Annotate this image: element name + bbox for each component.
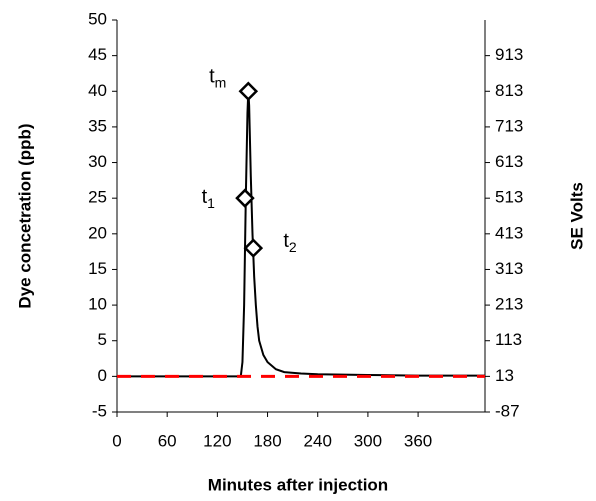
- y2-tick-label: 913: [495, 45, 523, 64]
- x-tick-label: 180: [253, 431, 281, 450]
- y2-tick-label: 813: [495, 81, 523, 100]
- y-tick-label: -5: [92, 401, 107, 420]
- y-tick-label: 10: [88, 295, 107, 314]
- diamond-marker: [243, 238, 264, 258]
- diamond-marker: [238, 81, 259, 102]
- point-label: t2: [283, 230, 297, 254]
- x-tick-label: 120: [203, 431, 231, 450]
- y-tick-label: 15: [88, 259, 107, 278]
- data-line: [117, 91, 485, 378]
- y-tick-label: 5: [98, 330, 107, 349]
- point-label: tm: [209, 66, 226, 90]
- y-tick-label: 45: [88, 45, 107, 64]
- y-tick-label: 35: [88, 116, 107, 135]
- y-tick-label: 40: [88, 81, 107, 100]
- y2-tick-label: 313: [495, 259, 523, 278]
- y-tick-label: 0: [98, 366, 107, 385]
- x-tick-label: 60: [158, 431, 177, 450]
- y2-tick-label: -87: [495, 401, 520, 420]
- y2-tick-label: 713: [495, 116, 523, 135]
- y2-tick-label: 613: [495, 152, 523, 171]
- y2-tick-label: 513: [495, 188, 523, 207]
- y-tick-label: 20: [88, 223, 107, 242]
- y2-tick-label: 113: [495, 330, 522, 349]
- x-tick-label: 300: [354, 431, 382, 450]
- y-tick-label: 50: [88, 9, 107, 28]
- y-tick-label: 30: [88, 152, 107, 171]
- x-tick-label: 0: [112, 431, 121, 450]
- diamond-marker: [235, 188, 255, 208]
- y-tick-label: 25: [88, 188, 107, 207]
- x-axis-label: Minutes after injection: [208, 475, 388, 494]
- point-label: t1: [202, 186, 216, 210]
- label-sub: m: [215, 74, 227, 90]
- y-axis-label: Dye concetration (ppb): [15, 123, 34, 308]
- y2-tick-label: 13: [495, 366, 514, 385]
- label-sub: 2: [289, 239, 297, 255]
- x-tick-label: 360: [404, 431, 432, 450]
- y2-axis-label: SE Volts: [567, 182, 586, 250]
- label-base: t: [202, 186, 208, 208]
- y2-tick-label: 213: [495, 295, 523, 314]
- label-sub: 1: [207, 195, 215, 211]
- x-tick-label: 240: [304, 431, 332, 450]
- label-base: t: [209, 66, 215, 88]
- label-base: t: [283, 230, 289, 252]
- y2-tick-label: 413: [495, 223, 523, 242]
